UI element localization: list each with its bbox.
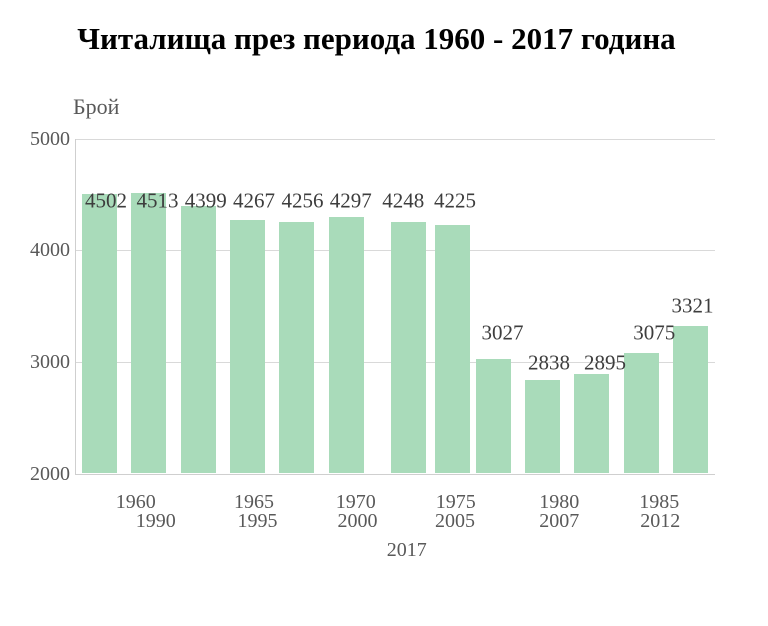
x-tick-label: 1960 — [115, 491, 156, 513]
value-label: 4225 — [434, 188, 476, 213]
x-tick-label: 2012 — [640, 509, 681, 532]
bar — [574, 373, 610, 474]
bar — [525, 379, 561, 474]
y-tick-label: 5000 — [30, 127, 70, 150]
value-label: 4297 — [329, 188, 372, 213]
y-tick-label: 2000 — [30, 462, 70, 485]
y-tick-label: 4000 — [30, 239, 70, 262]
chart-title: Читалища през периода 1960 - 2017 година — [77, 21, 676, 56]
value-label: 3321 — [671, 293, 714, 318]
x-tick-label: 1990 — [135, 509, 176, 532]
x-tick-label: 1975 — [435, 491, 476, 513]
bar — [390, 222, 426, 474]
value-label: 4399 — [184, 188, 227, 213]
bar — [229, 220, 265, 474]
x-tick-label: 1965 — [234, 491, 274, 513]
x-axis-line — [75, 473, 715, 475]
y-axis-title: Брой — [73, 94, 120, 119]
y-tick-label: 3000 — [30, 350, 70, 373]
value-label: 4502 — [85, 188, 127, 213]
value-label: 4248 — [382, 188, 425, 213]
bar — [672, 325, 708, 474]
value-label: 2838 — [528, 350, 570, 374]
bar — [131, 192, 167, 474]
bar — [475, 358, 511, 474]
x-tick-label: 2007 — [539, 509, 580, 532]
value-label: 4267 — [233, 188, 275, 213]
bar — [180, 205, 216, 474]
bar — [279, 221, 314, 474]
gridline — [75, 138, 715, 140]
value-label: 3075 — [633, 320, 676, 344]
x-tick-label: 1985 — [639, 491, 680, 513]
x-tick-label: 1970 — [335, 491, 376, 513]
bar — [623, 353, 659, 474]
x-tick-label: 1980 — [539, 491, 580, 513]
x-tick-label: 2000 — [337, 509, 378, 532]
x-tick-label: 2017 — [386, 539, 427, 561]
x-tick-label: 2005 — [435, 509, 475, 532]
bar — [82, 194, 118, 474]
value-label: 3027 — [481, 320, 524, 344]
value-label: 4513 — [136, 188, 179, 213]
bar — [329, 217, 364, 474]
value-label: 2895 — [584, 350, 626, 374]
y-axis-line — [75, 138, 76, 474]
value-label: 4256 — [281, 188, 324, 213]
x-tick-label: 1995 — [237, 509, 278, 532]
bar — [434, 225, 470, 474]
